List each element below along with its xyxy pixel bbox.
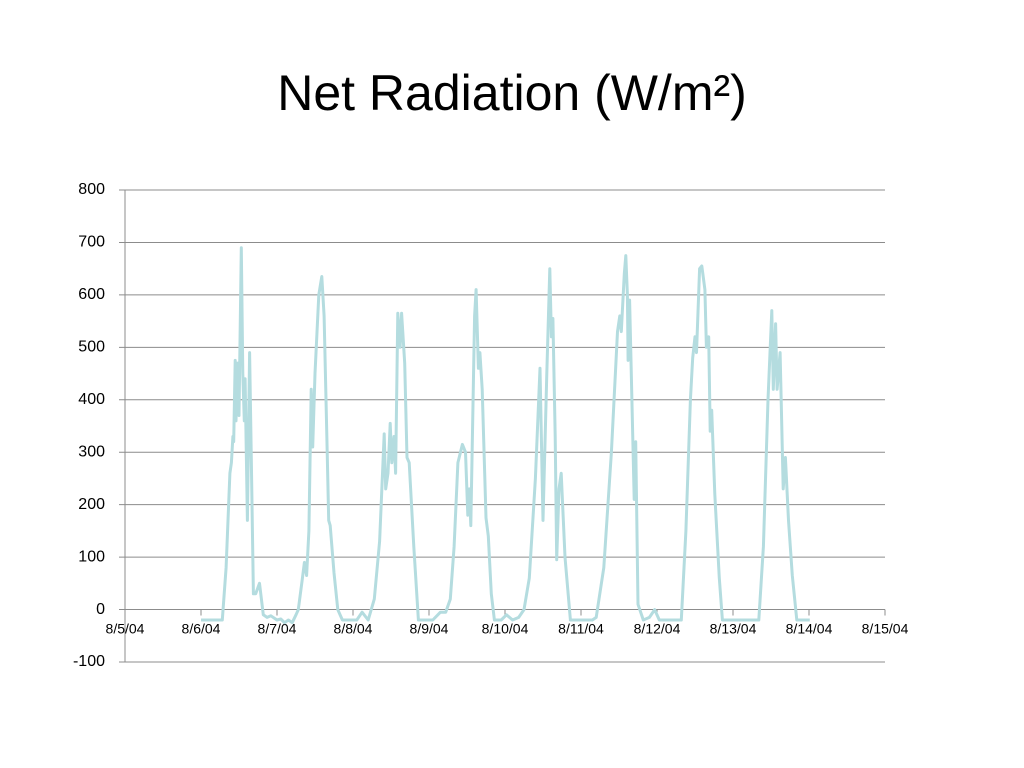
x-tick-label: 8/5/04	[106, 620, 145, 636]
x-tick-label: 8/7/04	[258, 620, 297, 636]
y-tick-label: 300	[78, 443, 105, 460]
chart-title: Net Radiation (W/m²)	[277, 65, 747, 121]
x-tick-label: 8/13/04	[710, 620, 757, 636]
y-tick-label: 0	[96, 601, 105, 618]
y-tick-label: 100	[78, 548, 105, 565]
y-tick-label: 500	[78, 339, 105, 356]
x-tick-label: 8/14/04	[786, 620, 833, 636]
y-tick-label: 600	[78, 286, 105, 303]
x-tick-label: 8/9/04	[410, 620, 449, 636]
x-tick-label: 8/12/04	[634, 620, 681, 636]
x-tick-label: 8/15/04	[862, 620, 909, 636]
x-tick-label: 8/6/04	[182, 620, 221, 636]
y-tick-label: 700	[78, 234, 105, 251]
x-tick-label: 8/11/04	[558, 620, 604, 636]
x-tick-label: 8/8/04	[334, 620, 373, 636]
y-tick-label: 400	[78, 391, 105, 408]
y-tick-label: 200	[78, 496, 105, 513]
y-tick-label: 800	[78, 181, 105, 198]
y-tick-label: -100	[73, 653, 105, 670]
data-line	[201, 246, 810, 625]
x-tick-label: 8/10/04	[482, 620, 529, 636]
